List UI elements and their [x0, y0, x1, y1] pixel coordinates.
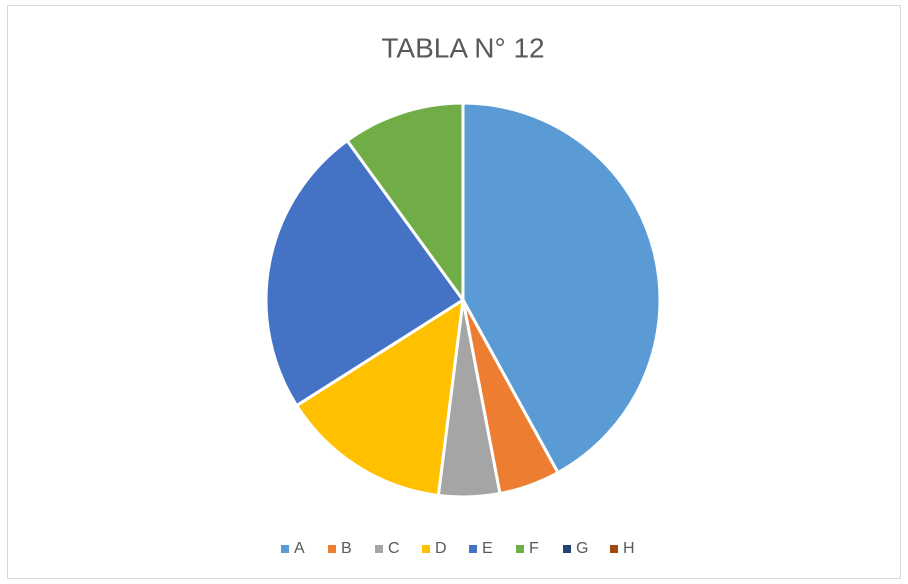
pie-slice	[264, 139, 465, 408]
legend-label: A	[294, 540, 305, 557]
legend-swatch	[516, 545, 524, 553]
legend-label: B	[341, 540, 352, 557]
legend-swatch	[563, 545, 571, 553]
legend-label: E	[482, 540, 493, 557]
legend-label: H	[623, 540, 635, 557]
pie-slice	[345, 101, 465, 302]
chart-title: TABLA N° 12	[381, 32, 544, 63]
legend-swatch	[328, 545, 336, 553]
legend-swatch	[610, 545, 618, 553]
legend-label: C	[388, 540, 400, 557]
legend-swatch	[375, 545, 383, 553]
legend-label: D	[435, 540, 447, 557]
pie-slice	[295, 298, 465, 497]
legend-label: F	[529, 540, 539, 557]
legend-swatch	[281, 545, 289, 553]
legend-swatch	[469, 545, 477, 553]
legend-label: G	[576, 540, 588, 557]
pie-slice	[461, 101, 662, 475]
legend-swatch	[422, 545, 430, 553]
